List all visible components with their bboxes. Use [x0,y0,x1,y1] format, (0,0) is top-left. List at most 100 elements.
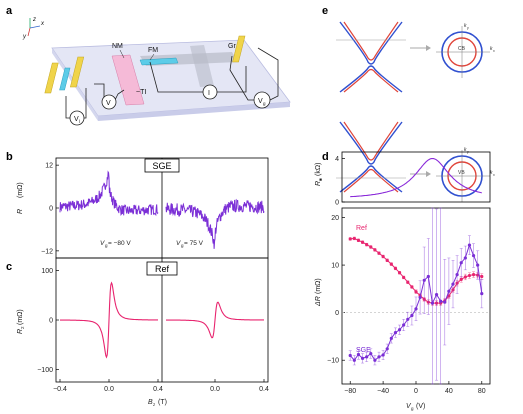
device-substrate-edge [98,102,290,121]
chart-b-ann-right-rest: = 75 V [184,240,204,247]
chart-d-top-yticks: 40 [335,156,345,207]
chart-b-ytick-label: 12 [45,163,53,170]
chart-d-point-ref [365,243,369,247]
chart-d-point-sge [377,355,381,359]
arrow-vb-head [426,171,431,177]
chart-b-ylabel: R [17,209,24,214]
chart-c-xtick-label: −0.4 [53,386,67,393]
wire-vg-left [229,55,254,101]
chart-d-point-sge [360,356,365,360]
fm-contact-left [59,67,71,91]
cb-band-lower-red [343,68,399,93]
meter-v [101,94,117,110]
vb-label: VB [458,170,465,176]
chart-d-point-sge [451,282,455,286]
chart-b-series [59,170,265,249]
chart-d-xtick-label: 40 [445,388,453,395]
chart-d-xtick-label: −40 [377,388,389,395]
chart-d-top-line [350,157,482,198]
chart-d-top-series [350,157,482,198]
chart-d-point-sge [467,243,472,247]
cb-label: CB [458,46,466,52]
vb-band-upper-blue [339,121,403,165]
chart-d-point-ref [377,251,381,255]
chart-d-point-ref [352,236,356,241]
chart-d-point-sge [348,353,352,358]
band-diagram: CB k x k y VB k x k y [336,21,495,202]
chart-b-series-line-right [165,198,265,249]
chart-d-point-ref [463,275,467,279]
chart-c-box-label: Ref [155,264,170,274]
chart-d-point-ref [381,254,385,259]
chart-d-top-ylabel: R [315,181,322,186]
chart-b-annotation-right: V g = 75 V [176,240,204,248]
chart-d-point-sge [447,289,451,293]
chart-d-ylabel: ΔR [315,296,322,307]
label-nm: NM [112,43,123,50]
chart-d-point-sge [373,358,377,362]
chart-c-yticks: 100 0 −100 [37,268,59,374]
chart-d-point-sge [455,272,459,277]
chart-d-point-sge [439,299,443,303]
chart-d-ytick-label: 10 [331,263,339,270]
chart-b-ytick-label: −12 [41,248,53,255]
cb-ky-sub: y [467,26,469,30]
chart-c-xtick-label: 0.4 [153,386,163,393]
label-gr: Gr [228,43,236,50]
chart-c-box [146,261,178,276]
chart-c-series-line-left [60,281,158,359]
chart-d-point-ref [467,273,472,278]
contact-left [44,62,59,94]
chart-d-point-ref [402,275,406,280]
chart-d-top-yunit: (kΩ) [315,163,322,176]
contact-right [232,35,246,63]
vb-band-lower-blue [339,165,403,193]
chart-d-xtick-label: 80 [478,388,486,395]
panel-label-a: a [6,5,13,17]
chart-b-series-line-left [59,170,159,217]
axis-y-label: y [22,34,27,40]
chart-b-annotation-left: V g = −80 V [100,240,131,248]
chart-d-point-sge [356,352,361,357]
chart-b-yunit: (mΩ) [17,182,24,198]
wire-current-right [216,66,247,93]
chart-d-legend-sge: SGE [356,347,371,354]
axis-z-label: z [32,17,36,23]
meter-vl-label: V [74,116,79,123]
leader-fm [149,53,155,61]
chart-d-point-sge [430,301,435,305]
cb-ky-label: k [464,23,467,29]
chart-d-point-sge [410,313,414,318]
cb-band-upper-red [343,21,399,61]
chart-d-top-ytick-label: 4 [335,156,339,163]
chart-d-point-ref [369,245,373,249]
chart-d-point-sge [369,351,373,356]
chart-d-point-ref [397,271,402,275]
chart-c-ytick-label: 0 [49,318,53,325]
cb-band-upper-blue [339,21,403,65]
meter-current-label: I [208,90,210,97]
chart-d-point-sge [463,256,467,260]
chart-c-xlabel-sub: z [153,402,156,407]
chart-c-yunit: (mΩ) [17,309,24,325]
chart-d-top-ytick-label: 0 [335,200,339,207]
device-schematic: V l V I V g NM FM Gr ~TI z x y [22,17,291,126]
vb-band-upper-red [343,121,399,161]
cb-band-lower-blue [339,65,403,93]
chart-b-box-label: SGE [152,161,171,171]
chart-d-point-ref [360,240,365,244]
chart-d-xtick-label: −80 [344,388,356,395]
chart-b-yticks: 12 0 −12 [41,163,59,255]
chart-c-ylabel: R [17,329,24,334]
panel-label-b: b [6,151,13,163]
chart-b-ann-right-v: V [176,240,181,247]
meter-v-label: V [106,100,111,107]
chart-d-point-sge [471,253,476,258]
chart-d-point-sge [397,328,402,332]
wire-vg-right [257,47,279,101]
leader-nm [119,49,125,59]
chart-d-xunit: (V) [416,403,425,410]
chart-d-point-ref [385,258,389,262]
